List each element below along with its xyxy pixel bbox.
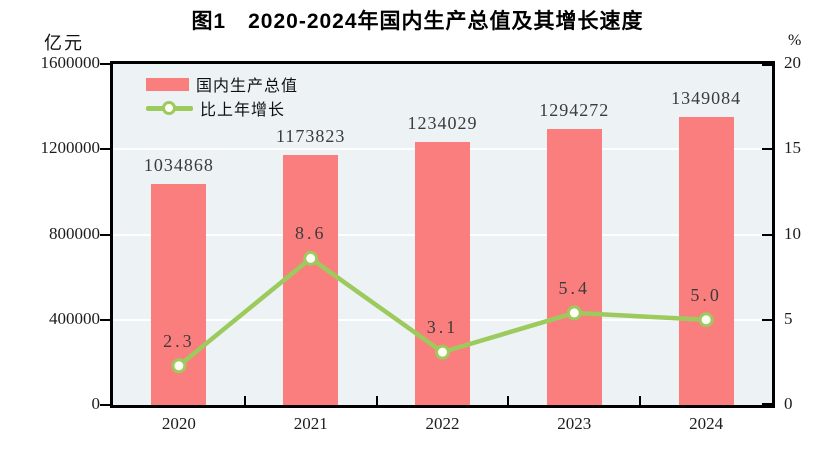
right-axis-tick-label: 5 <box>784 308 793 328</box>
left-axis-tick-label: 400000 <box>49 308 100 328</box>
legend-item-gdp: 国内生产总值 <box>146 72 298 96</box>
x-axis-category-label: 2024 <box>689 414 724 433</box>
bar-value-label: 1034868 <box>143 155 214 176</box>
right-axis-tick-label: 20 <box>784 53 801 72</box>
right-axis-tick <box>762 64 772 66</box>
legend: 国内生产总值 比上年增长 <box>146 72 298 120</box>
growth-marker-2021 <box>303 250 319 266</box>
left-axis-tick-label: 1200000 <box>40 138 101 158</box>
right-axis-tick <box>762 148 772 151</box>
left-axis-tick <box>100 63 110 65</box>
growth-marker-2023 <box>566 305 582 321</box>
x-axis-category-label: 2023 <box>557 414 592 433</box>
x-axis-category-label: 2021 <box>293 414 328 433</box>
left-axis-unit-label: 亿元 <box>44 33 84 53</box>
right-axis-tick-label: 0 <box>784 394 793 413</box>
x-axis-tick <box>507 396 510 405</box>
bar-2024 <box>678 117 734 405</box>
growth-value-label: 5.4 <box>558 277 591 298</box>
right-axis-tick <box>762 233 772 236</box>
left-axis-tick <box>100 233 110 236</box>
x-axis-category-label: 2022 <box>425 414 460 433</box>
bar-value-label: 1234029 <box>407 112 478 133</box>
x-axis-tick <box>375 396 378 405</box>
right-axis-tick-label: 15 <box>784 138 801 158</box>
legend-item-growth: 比上年增长 <box>146 96 298 120</box>
bar-value-label: 1294272 <box>539 100 610 121</box>
legend-line-swatch <box>146 100 193 116</box>
legend-label-gdp: 国内生产总值 <box>196 78 299 95</box>
growth-value-label: 3.1 <box>426 317 459 338</box>
growth-line-layer <box>171 250 714 374</box>
left-axis-tick <box>100 148 110 151</box>
bar-value-label: 1349084 <box>671 88 742 109</box>
left-axis-tick-label: 0 <box>91 394 101 413</box>
bar-2022 <box>415 142 470 405</box>
left-axis-tick-label: 800000 <box>49 223 100 243</box>
x-axis-tick <box>243 396 246 405</box>
bar-2021 <box>283 154 339 405</box>
left-axis-tick-label: 1600000 <box>40 53 101 72</box>
left-axis-tick <box>100 318 110 321</box>
x-axis-tick <box>639 396 642 405</box>
legend-bar-swatch <box>146 77 189 91</box>
right-axis-unit-label: % <box>788 32 802 49</box>
right-axis-tick <box>762 403 772 405</box>
growth-marker-2020 <box>171 358 187 374</box>
legend-label-growth: 比上年增长 <box>200 102 286 119</box>
legend-line-marker-icon <box>162 101 176 115</box>
chart-title: 图1 2020-2024年国内生产总值及其增长速度 <box>191 10 644 33</box>
right-axis-tick <box>762 318 772 321</box>
growth-value-label: 2.3 <box>163 330 195 351</box>
growth-value-label: 5.0 <box>690 284 722 305</box>
left-axis-tick <box>100 404 110 406</box>
growth-marker-2024 <box>698 312 714 328</box>
growth-value-label: 8.6 <box>294 223 327 244</box>
x-axis-category-label: 2020 <box>161 414 196 433</box>
right-axis-tick-label: 10 <box>784 223 801 243</box>
growth-marker-2022 <box>435 344 450 360</box>
plot-area: 国内生产总值 比上年增长 1034868 1173823 1234029 129427… <box>110 61 775 408</box>
bar-2023 <box>546 129 602 405</box>
bar-value-label: 1173823 <box>276 125 346 146</box>
